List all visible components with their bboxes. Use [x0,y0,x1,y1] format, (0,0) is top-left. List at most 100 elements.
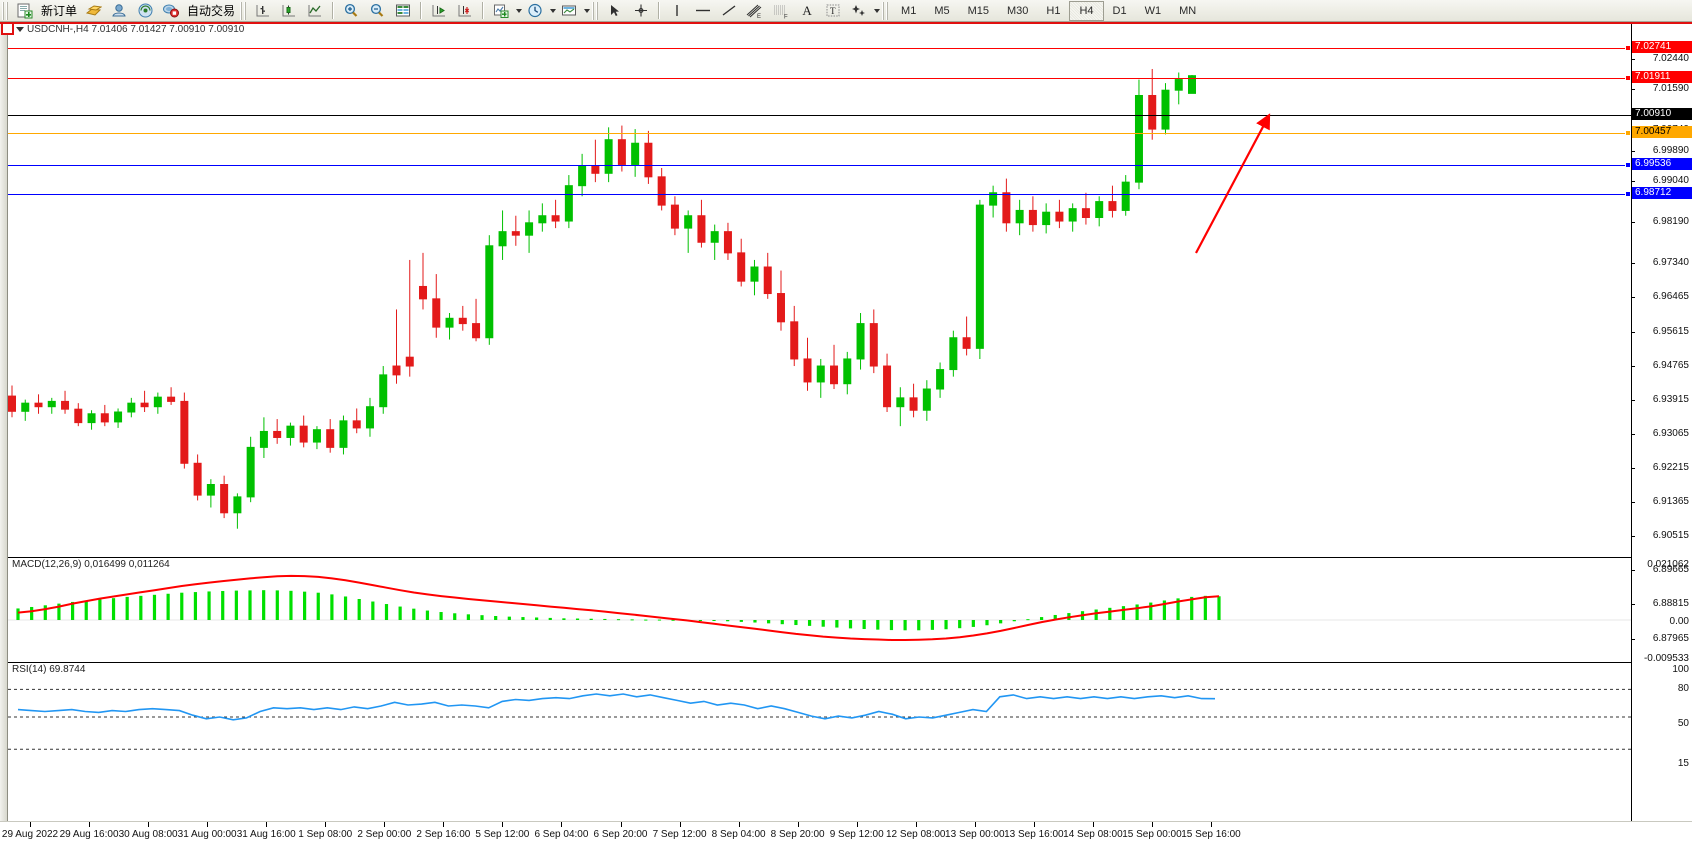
profile-icon[interactable] [106,1,132,21]
shapes-icon[interactable] [846,1,872,21]
toolbar-grip-2[interactable] [240,1,248,20]
resistance-line[interactable] [8,78,1631,79]
bar-chart-icon[interactable] [250,1,276,21]
entry-line-price-tag[interactable]: 7.00457 [1632,126,1692,138]
symbol-expand-icon[interactable] [16,26,24,32]
indicators-icon[interactable] [488,1,514,21]
equidistant-channel-icon[interactable]: E [742,1,768,21]
chart-area[interactable]: USDCNH-,H4 7.01406 7.01427 7.00910 7.009… [0,22,1692,844]
time-axis-label: 31 Aug 16:00 [236,829,296,840]
price-tick-mark [1632,639,1635,640]
timeframe-w1[interactable]: W1 [1144,4,1162,17]
timeframe-m5[interactable]: M5 [934,4,950,17]
time-tick-mark [974,822,976,827]
auto-scroll-icon[interactable] [426,1,452,21]
rsi-label: RSI(14) 69.8744 [12,664,86,675]
signal-icon[interactable] [132,1,158,21]
candlestick-chart-icon[interactable] [276,1,302,21]
resistance-line-price-tag[interactable]: 7.01911 [1632,71,1692,83]
timeframe-d1[interactable]: D1 [1112,4,1127,17]
rsi-scale-label: 80 [1677,683,1689,694]
support-line-1[interactable] [8,165,1631,166]
data-window-icon[interactable] [390,1,416,21]
price-tick-label: 6.93065 [1652,428,1689,439]
rsi-pane[interactable]: RSI(14) 69.8744 [8,662,1631,770]
entry-line-handle[interactable] [1625,130,1631,136]
timeframe-m1[interactable]: M1 [901,4,917,17]
timeframe-m15[interactable]: M15 [967,4,989,17]
price-tick-mark [1632,59,1635,60]
price-tick-label: 6.93915 [1652,394,1689,405]
time-scale[interactable]: 29 Aug 2022 29 Aug 16:00 30 Aug 08:00 31 Au… [0,821,1692,844]
support-line-2-handle[interactable] [1625,191,1631,197]
support-line-2[interactable] [8,194,1631,195]
cursor-icon[interactable] [602,1,628,21]
auto-trading-label[interactable]: 自动交易 [187,4,236,18]
trendline-icon[interactable] [716,1,742,21]
toolbar-grip-3[interactable] [592,1,600,20]
time-tick-mark [1211,822,1212,827]
templates-icon[interactable] [556,1,582,21]
price-tick-mark [1632,570,1635,571]
current-price-line[interactable] [8,115,1631,116]
period-icon[interactable] [522,1,548,21]
timeframe-h1[interactable]: H1 [1046,4,1061,17]
indicators-dropdown-caret[interactable] [516,8,523,13]
time-tick-mark [443,822,445,827]
time-axis-label: 13 Sep 16:00 [1004,829,1064,840]
timeframe-m30[interactable]: M30 [1007,4,1029,17]
templates-dropdown-caret[interactable] [584,8,591,13]
main-toolbar: 新订单 自动交易 [0,0,1692,22]
macd-scale-label: 0.021062 [1647,559,1689,570]
shapes-dropdown-caret[interactable] [874,8,881,13]
period-dropdown-caret[interactable] [550,8,557,13]
crosshair-icon[interactable] [628,1,654,21]
price-tick-label: 6.92215 [1652,462,1689,473]
fibonacci-icon[interactable]: F [768,1,794,21]
price-pane[interactable]: USDCNH-,H4 7.01406 7.01427 7.00910 7.009… [8,22,1631,557]
macd-scale-label: 0.00 [1669,616,1689,627]
gold-bars-icon[interactable] [80,1,106,21]
support-line-1-handle[interactable] [1625,162,1631,168]
support-line-2-price-tag[interactable]: 6.98712 [1632,187,1692,199]
new-order-label[interactable]: 新订单 [41,4,78,18]
take-profit-upper-line[interactable] [8,48,1631,49]
vertical-line-icon[interactable] [664,1,690,21]
time-tick-mark [797,822,799,827]
new-order-icon[interactable] [12,1,38,21]
svg-text:T: T [830,6,836,16]
time-axis-label: 7 Sep 12:00 [652,829,707,840]
time-axis-label: 6 Sep 20:00 [593,829,648,840]
horizontal-line-icon[interactable] [690,1,716,21]
price-tick-mark [1632,263,1635,264]
price-scale[interactable]: 7.024407.015907.007406.998906.990406.981… [1631,22,1692,822]
take-profit-upper-line-price-tag[interactable]: 7.02741 [1632,41,1692,53]
toolbar-separator-3 [482,2,485,19]
toolbar-grip[interactable] [2,1,9,20]
autotrading-icon[interactable] [158,1,184,21]
take-profit-upper-line-handle[interactable] [1625,45,1631,51]
close-chart-icon[interactable] [1,22,14,35]
zoom-out-icon[interactable] [364,1,390,21]
candlestick-series [8,68,1196,529]
zoom-in-icon[interactable] [338,1,364,21]
text-icon[interactable]: A [802,2,812,18]
chart-shift-icon[interactable] [452,1,478,21]
text-label-icon[interactable]: T [820,1,846,21]
macd-pane[interactable]: MACD(12,26,9) 0,016499 0,011264 [8,557,1631,663]
time-tick-mark [856,822,858,827]
time-axis-label: 2 Sep 16:00 [416,829,471,840]
current-price-line-price-tag[interactable]: 7.00910 [1632,108,1692,120]
resistance-line-handle[interactable] [1625,75,1631,81]
toolbar-grip-4[interactable] [882,1,890,20]
timeframe-h4[interactable]: H4 [1069,0,1104,21]
line-chart-icon[interactable] [302,1,328,21]
time-axis-label: 12 Sep 08:00 [886,829,946,840]
support-line-1-price-tag[interactable]: 6.99536 [1632,158,1692,170]
entry-line[interactable] [8,133,1631,134]
time-tick-mark [30,822,31,827]
timeframe-mn[interactable]: MN [1179,4,1197,17]
price-tick-label: 6.87965 [1652,633,1689,644]
price-tick-label: 6.89665 [1652,564,1689,575]
rsi-scale-label: 15 [1677,758,1689,769]
